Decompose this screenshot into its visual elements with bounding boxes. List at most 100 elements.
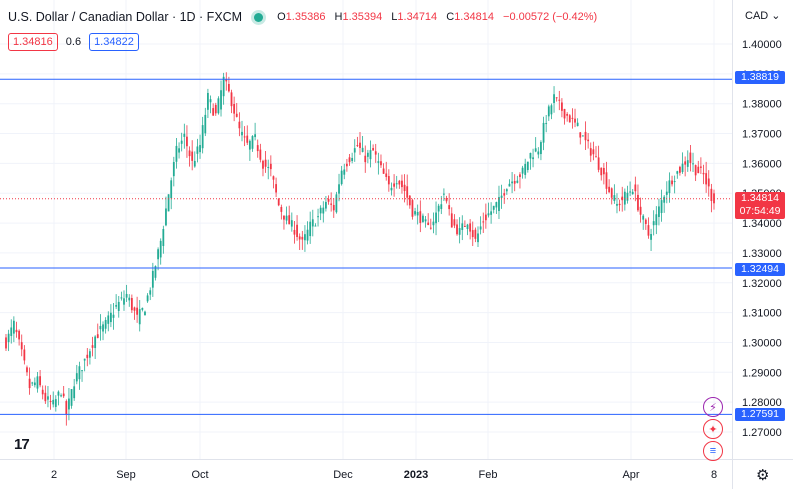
candle-body [679, 166, 681, 173]
candle-body [70, 389, 73, 406]
candle-body [31, 382, 34, 384]
candle-body [125, 293, 128, 298]
candle-body [227, 83, 230, 92]
gear-icon[interactable]: ⚙ [756, 467, 770, 484]
candle-body [128, 297, 131, 301]
candle-body [209, 99, 212, 103]
y-tick-label: 1.38000 [742, 99, 782, 111]
candle-body [505, 189, 508, 192]
candle-body [403, 184, 406, 192]
candle-body [568, 115, 571, 123]
candle-body [351, 157, 354, 161]
tradingview-logo-icon[interactable]: 17 [14, 436, 30, 453]
candle-body [542, 122, 545, 143]
candle-body [39, 376, 41, 386]
bar-countdown: 07:54:49 [739, 205, 781, 217]
candle-body [432, 221, 435, 226]
x-tick-label: Feb [479, 469, 498, 481]
chart-header: U.S. Dollar / Canadian Dollar · 1D · FXC… [8, 8, 597, 26]
candle-body [422, 215, 424, 223]
candle-body [280, 207, 283, 212]
candle-body [374, 151, 377, 155]
candle-body [12, 320, 15, 334]
y-tick-label: 1.37000 [742, 129, 782, 141]
canada-flag-icon[interactable]: ✦ [703, 419, 723, 439]
candle-body [296, 224, 298, 238]
candle-body [673, 181, 676, 183]
candle-body [243, 136, 246, 138]
candle-body [96, 334, 99, 338]
ask-price[interactable]: 1.34822 [89, 33, 139, 51]
candle-body [584, 131, 587, 141]
us-canada-flags-icon[interactable]: ≡ [703, 441, 723, 461]
candle-body [75, 373, 78, 382]
candle-body [558, 99, 561, 101]
candle-body [319, 207, 322, 214]
candle-body [246, 135, 249, 143]
candle-body [117, 301, 120, 311]
candle-body [157, 249, 159, 260]
candle-body [516, 180, 519, 183]
candle-body [581, 135, 584, 137]
close-key: C [446, 11, 455, 23]
change-value: −0.00572 (−0.42%) [503, 11, 598, 23]
candle-body [395, 183, 398, 185]
candle-body [144, 311, 146, 316]
candle-body [248, 140, 251, 150]
currency-label: CAD [745, 10, 769, 22]
candle-body [456, 224, 458, 235]
candle-body [382, 168, 385, 174]
candle-body [332, 204, 335, 211]
candle-body [285, 215, 288, 221]
x-tick-label: Oct [191, 469, 208, 481]
candle-body [327, 198, 330, 202]
candle-body [665, 191, 668, 195]
symbol-title[interactable]: U.S. Dollar / Canadian Dollar · 1D · FXC… [8, 10, 243, 24]
y-tick-label: 1.33000 [742, 248, 782, 260]
candle-body [466, 224, 469, 229]
x-tick-label: Apr [622, 469, 639, 481]
candle-body [416, 212, 419, 216]
candle-body [484, 214, 487, 221]
currency-selector[interactable]: CAD ⌄ [745, 9, 781, 22]
candle-body [36, 376, 39, 389]
candle-body [283, 215, 285, 220]
candle-body [275, 184, 277, 193]
candle-body [188, 150, 191, 157]
candle-body [290, 220, 293, 227]
candle-body [49, 400, 52, 402]
candle-body [579, 132, 582, 138]
y-tick-label: 1.34000 [742, 218, 782, 230]
bid-price[interactable]: 1.34816 [8, 33, 58, 51]
horizontal-line-label-middle[interactable]: 1.32494 [735, 263, 785, 276]
lightning-icon[interactable]: ⚡ [703, 397, 723, 417]
y-tick-label: 1.28000 [742, 397, 782, 409]
horizontal-line-label-bottom[interactable]: 1.27591 [735, 408, 785, 421]
candle-body [377, 161, 380, 163]
candle-body [576, 122, 579, 127]
candle-body [474, 229, 477, 239]
candle-body [427, 222, 430, 226]
candle-body [605, 172, 608, 189]
candle-body [47, 396, 49, 400]
candle-body [5, 337, 7, 349]
candle-body [398, 180, 401, 185]
candle-body [393, 183, 395, 187]
candle-body [353, 148, 356, 153]
candle-body [553, 94, 555, 103]
candle-body [183, 133, 186, 137]
candle-body [364, 155, 367, 163]
candle-body [172, 162, 175, 177]
candle-body [259, 149, 262, 160]
candle-body [343, 169, 346, 175]
candle-body [28, 378, 31, 389]
candle-body [57, 391, 60, 396]
candle-body [102, 324, 104, 332]
horizontal-line-label-top[interactable]: 1.38819 [735, 71, 785, 84]
candle-body [519, 174, 521, 177]
candle-body [141, 307, 144, 310]
candle-body [684, 161, 687, 165]
candle-body [112, 314, 115, 318]
candle-body [550, 105, 553, 115]
